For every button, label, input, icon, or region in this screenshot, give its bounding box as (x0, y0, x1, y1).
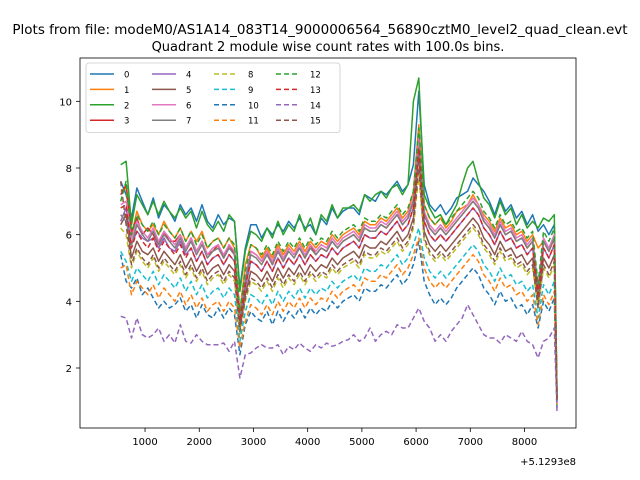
legend-item-8[interactable]: 8 (214, 71, 253, 81)
series-line-10 (119, 240, 558, 409)
legend-item-11[interactable]: 11 (214, 117, 259, 127)
legend-label: 1 (124, 86, 129, 96)
legend-item-6[interactable]: 6 (152, 101, 191, 111)
series-line-2 (120, 77, 558, 395)
legend-label: 8 (248, 71, 253, 81)
x-tick-label: 7000 (458, 437, 483, 448)
x-tick-label: 6000 (403, 437, 428, 448)
y-tick-label: 2 (66, 364, 72, 375)
legend-item-15[interactable]: 15 (276, 117, 321, 127)
legend-item-12[interactable]: 12 (276, 71, 321, 81)
y-tick-label: 4 (66, 297, 72, 308)
x-tick-label: 3000 (241, 437, 266, 448)
series-line-14 (120, 303, 558, 412)
x-tick-label: 1000 (132, 437, 157, 448)
series-line-6 (120, 137, 558, 399)
series-line-11 (120, 237, 558, 405)
x-tick-label: 5000 (349, 437, 374, 448)
legend-label: 11 (248, 117, 259, 127)
legend-label: 3 (124, 117, 129, 127)
series-line-13 (120, 147, 558, 402)
legend-box (85, 62, 341, 133)
figure-suptitle: Plots from file: modeM0/AS1A14_083T14_90… (12, 22, 627, 38)
y-tick-label: 6 (66, 231, 72, 242)
legend-item-3[interactable]: 3 (90, 117, 129, 127)
series-line-15 (119, 167, 558, 402)
legend-label: 12 (310, 71, 321, 81)
legend-label: 15 (310, 117, 321, 127)
chart-title: Quadrant 2 module wise count rates with … (152, 40, 505, 55)
legend-label: 9 (248, 86, 253, 96)
legend-label: 7 (186, 117, 191, 127)
legend-item-1[interactable]: 1 (90, 86, 129, 96)
x-tick-label: 8000 (512, 437, 537, 448)
legend-label: 10 (248, 101, 259, 111)
series-layer (119, 77, 558, 412)
legend-item-4[interactable]: 4 (152, 71, 191, 81)
series-line-9 (120, 227, 558, 405)
x-offset-label: +5.1293e8 (520, 457, 576, 468)
plot-frame (79, 57, 577, 429)
legend-label: 0 (124, 71, 129, 81)
legend-item-2[interactable]: 2 (90, 101, 129, 111)
legend-item-14[interactable]: 14 (276, 101, 321, 111)
legend-item-13[interactable]: 13 (276, 86, 321, 96)
legend-label: 2 (124, 101, 129, 111)
series-line-12 (119, 127, 558, 399)
legend-label: 4 (186, 71, 191, 81)
y-axis: 2 4 6 8 10 (59, 97, 80, 375)
x-tick-label: 2000 (187, 437, 212, 448)
series-line-7 (120, 147, 558, 399)
legend-label: 5 (186, 86, 191, 96)
legend-label: 14 (310, 101, 321, 111)
series-line-0 (120, 90, 558, 392)
legend-label: 13 (310, 86, 321, 96)
legend-label: 6 (186, 101, 191, 111)
x-tick-label: 4000 (295, 437, 320, 448)
legend-item-7[interactable]: 7 (152, 117, 191, 127)
legend-item-10[interactable]: 10 (214, 101, 259, 111)
legend-item-0[interactable]: 0 (90, 71, 129, 81)
x-axis: 1000 2000 3000 4000 5000 6000 7000 8000 (132, 428, 537, 448)
y-tick-label: 10 (59, 97, 72, 108)
series-line-5 (120, 153, 558, 402)
legend-item-9[interactable]: 9 (214, 86, 253, 96)
legend-item-5[interactable]: 5 (152, 86, 191, 96)
y-tick-label: 8 (66, 164, 72, 175)
series-line-1 (120, 123, 558, 399)
series-line-8 (120, 173, 558, 402)
